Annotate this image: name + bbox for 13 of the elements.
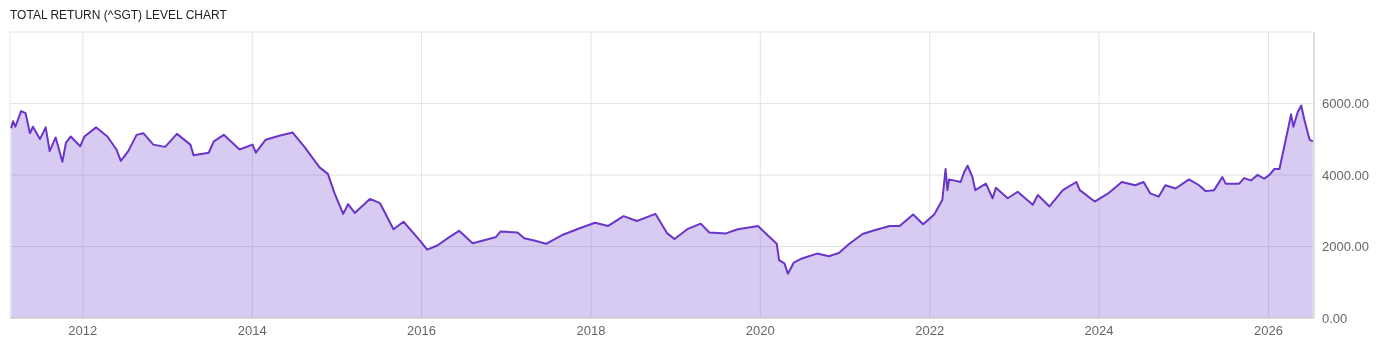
y-tick-label: 0.00 [1322, 310, 1348, 326]
x-tick-label: 2024 [1084, 323, 1114, 339]
x-tick-label: 2012 [68, 323, 98, 339]
x-tick-label: 2022 [915, 323, 945, 339]
x-tick-label: 2014 [237, 323, 267, 339]
y-tick-label: 2000.00 [1322, 239, 1369, 255]
y-tick-label: 6000.00 [1322, 96, 1369, 112]
x-tick-label: 2020 [745, 323, 775, 339]
x-tick-label: 2026 [1254, 323, 1284, 339]
x-tick-label: 2016 [407, 323, 437, 339]
chart-title: TOTAL RETURN (^SGT) LEVEL CHART [9, 8, 228, 24]
x-tick-label: 2018 [576, 323, 606, 339]
y-tick-label: 4000.00 [1322, 167, 1369, 183]
